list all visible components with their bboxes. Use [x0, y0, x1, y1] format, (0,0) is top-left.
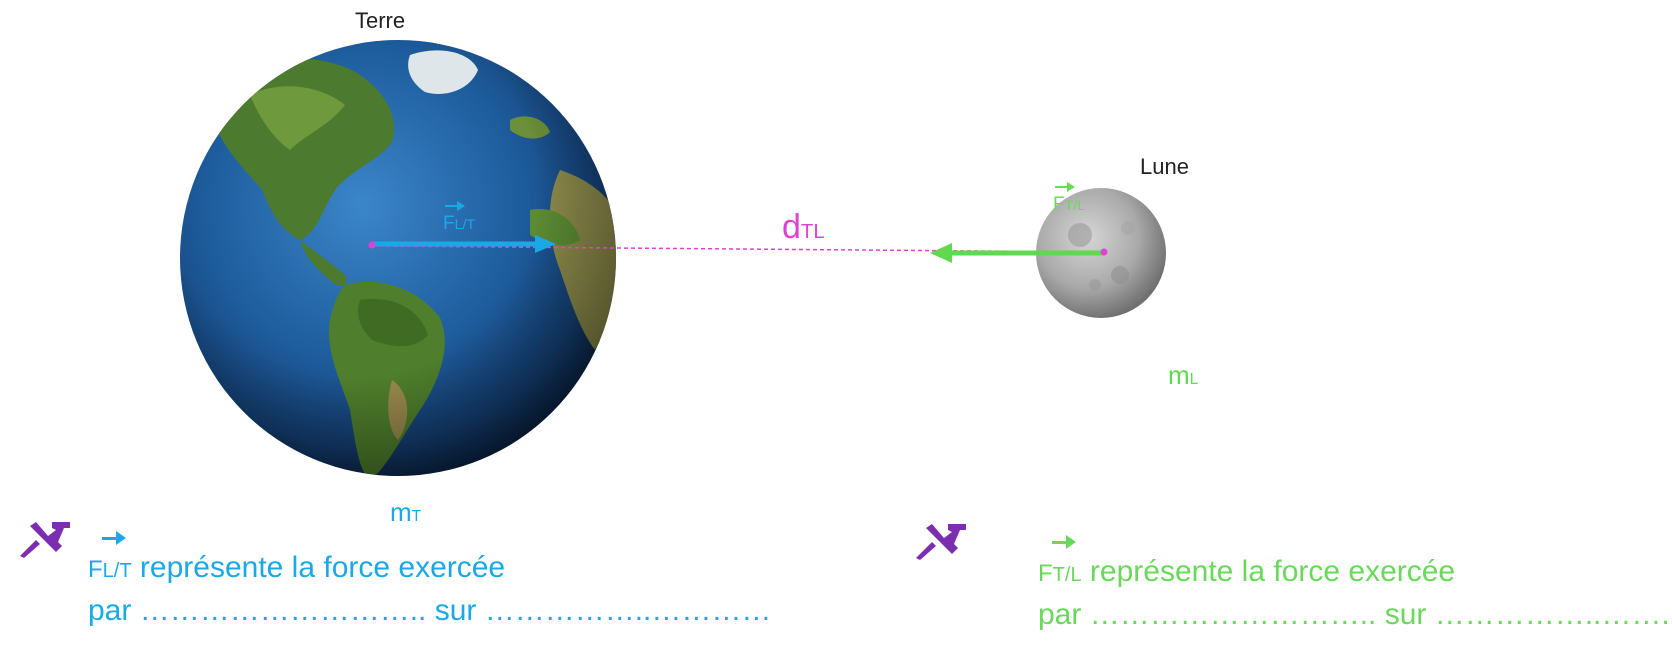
earth-mass-label: mT — [390, 497, 422, 527]
vector-arrow-icon — [443, 199, 475, 213]
note-line-2: par ……………………….. sur ……………..……. — [1038, 598, 1670, 631]
earth-center-point — [368, 241, 376, 249]
note-force-tl: FT/L représente la force exercée par ………… — [1038, 532, 1670, 635]
note-line-1: FT/L représente la force exercée — [1038, 555, 1456, 588]
force-tl-arrow — [930, 243, 1104, 263]
vector-arrow-icon — [1038, 532, 1670, 552]
note-line-1: FL/T représente la force exercée — [88, 551, 506, 584]
vector-arrow-icon — [1053, 180, 1085, 194]
pushpin-icon — [916, 524, 966, 560]
earth-globe — [180, 40, 616, 476]
pushpin-icon — [20, 522, 70, 558]
vector-arrow-icon — [88, 528, 771, 548]
force-tl-label: FT/L — [1053, 180, 1085, 216]
earth-label: Terre — [355, 8, 406, 33]
force-lt-arrow — [372, 235, 556, 253]
note-line-2: par ……………………….. sur ……………..………… — [88, 594, 772, 627]
note-force-lt: FL/T représente la force exercée par ………… — [88, 528, 771, 631]
moon-center-point — [1100, 248, 1108, 256]
moon-mass-label: mL — [1168, 360, 1199, 390]
force-lt-label: FL/T — [443, 199, 475, 235]
distance-label: dTL — [782, 208, 825, 246]
moon-label: Lune — [1140, 154, 1189, 179]
